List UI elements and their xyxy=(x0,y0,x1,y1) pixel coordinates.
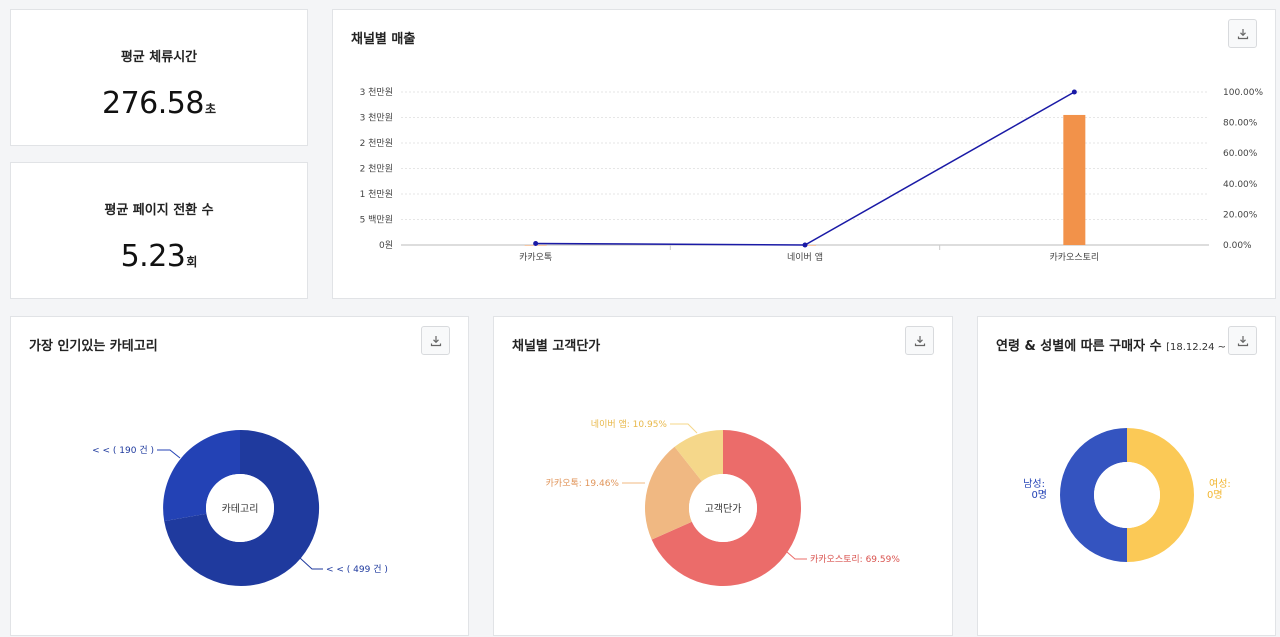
age-gender-title-text: 연령 & 성별에 따른 구매자 수 xyxy=(996,339,1162,354)
slice-label-kakaostory: 카카오스토리: 69.59% xyxy=(810,554,900,565)
channel-avg-download-button[interactable] xyxy=(905,326,934,355)
y2-tick-label: 60.00% xyxy=(1223,149,1258,159)
channel-sales-card: 채널별 매출 0원 5 백만원 1 천만원 2 천만원 2 천만원 3 천만원 3 천만원 0… xyxy=(332,9,1276,299)
channel-avg-title: 채널별 고객단가 xyxy=(512,339,601,354)
slice-label-190: < < ( 190 건 ) xyxy=(92,445,154,456)
y-tick-label: 3 천만원 xyxy=(360,113,393,124)
age-gender-download-button[interactable] xyxy=(1228,326,1257,355)
download-icon xyxy=(914,335,925,346)
y-tick-label: 1 천만원 xyxy=(360,189,393,200)
donut-hole xyxy=(1094,462,1160,528)
donut-center-label: 고객단가 xyxy=(705,503,742,515)
female-label: 여성: xyxy=(1209,478,1231,490)
avg-pages-number: 5.23 xyxy=(120,239,186,274)
avg-stay-title: 평균 체류시간 xyxy=(120,50,198,65)
y-tick-label: 2 천만원 xyxy=(360,138,393,149)
x-tick-label: 카카오톡 xyxy=(519,252,552,263)
age-gender-period: [18.12.24 ~ 19.01 xyxy=(1166,342,1258,353)
channel-sales-chart: 0원 5 백만원 1 천만원 2 천만원 2 천만원 3 천만원 3 천만원 0.00% 20.… xyxy=(360,87,1264,263)
channel-avg-card: 채널별 고객단가 고객단가 네이버 앱: 10.95% 카카오톡: 19.46%… xyxy=(493,316,953,636)
age-gender-card: 연령 & 성별에 따른 구매자 수 [18.12.24 ~ 19.01 남성: … xyxy=(977,316,1276,636)
channel-sales-download-button[interactable] xyxy=(1228,19,1257,48)
donut-slice-naver-app[interactable] xyxy=(674,430,723,482)
avg-stay-value: 276.58초 xyxy=(11,86,307,121)
age-gender-chart: 남성: 0명 여성: 0명 xyxy=(1023,428,1231,562)
popular-category-chart: 카테고리 < < ( 190 건 ) < < ( 499 건 ) xyxy=(92,429,388,586)
y2-tick-label: 100.00% xyxy=(1223,88,1263,98)
leader-line xyxy=(786,551,807,560)
slice-label-naver-app: 네이버 앱: 10.95% xyxy=(591,418,668,430)
y-tick-label: 3 천만원 xyxy=(360,87,393,98)
avg-pages-card: 평균 페이지 전환 수 5.23회 xyxy=(10,162,308,299)
popular-category-download-button[interactable] xyxy=(421,326,450,355)
y-tick-label: 2 천만원 xyxy=(360,164,393,175)
slice-label-kakaotalk: 카카오톡: 19.46% xyxy=(546,478,620,489)
download-icon xyxy=(1237,335,1248,346)
donut-center-label: 카테고리 xyxy=(222,503,259,515)
donut-hole xyxy=(689,474,757,542)
line-point-카카오톡 xyxy=(533,240,539,246)
male-label: 남성: xyxy=(1023,478,1045,490)
slice-label-499: < < ( 499 건 ) xyxy=(326,564,388,575)
donut-slice-kakaostory[interactable] xyxy=(651,430,802,586)
channel-avg-chart: 고객단가 네이버 앱: 10.95% 카카오톡: 19.46% 카카오스토리: … xyxy=(546,418,900,586)
popular-category-card: 가장 인기있는 카테고리 카테고리 < < ( 190 건 ) < < ( 49… xyxy=(10,316,469,636)
donut-slice-kakaotalk[interactable] xyxy=(644,446,702,540)
donut-hole xyxy=(206,474,274,542)
bar-카카오스토리 xyxy=(1063,114,1086,245)
donut-slice-male[interactable] xyxy=(1060,428,1127,562)
channel-sales-title: 채널별 매출 xyxy=(351,32,416,47)
line-point-네이버 앱 xyxy=(802,242,808,248)
popular-category-title: 가장 인기있는 카테고리 xyxy=(29,339,158,354)
leader-line xyxy=(670,423,698,434)
donut-slice-499[interactable] xyxy=(164,429,320,586)
donut-slice-190[interactable] xyxy=(163,430,240,522)
download-icon xyxy=(430,335,441,346)
y2-tick-label: 20.00% xyxy=(1223,210,1258,220)
avg-stay-card: 평균 체류시간 276.58초 xyxy=(10,9,308,146)
y2-tick-label: 80.00% xyxy=(1223,119,1258,129)
avg-pages-value: 5.23회 xyxy=(11,239,307,274)
y-tick-label: 0원 xyxy=(379,240,393,251)
avg-pages-unit: 회 xyxy=(186,255,198,269)
avg-stay-unit: 초 xyxy=(204,102,217,116)
line-point-카카오스토리 xyxy=(1071,89,1077,95)
leader-line xyxy=(299,557,323,570)
donut-slice-female[interactable] xyxy=(1127,428,1194,562)
y2-tick-label: 0.00% xyxy=(1223,241,1252,251)
leader-line xyxy=(157,449,181,459)
male-value: 0명 xyxy=(1031,489,1047,501)
download-icon xyxy=(1237,28,1248,39)
x-tick-label: 카카오스토리 xyxy=(1049,252,1099,263)
y-tick-label: 5 백만원 xyxy=(360,215,393,226)
avg-pages-title: 평균 페이지 전환 수 xyxy=(104,203,214,218)
female-value: 0명 xyxy=(1207,489,1223,501)
y2-tick-label: 40.00% xyxy=(1223,180,1258,190)
avg-stay-number: 276.58 xyxy=(101,86,204,121)
x-tick-label: 네이버 앱 xyxy=(787,251,823,263)
age-gender-title: 연령 & 성별에 따른 구매자 수 [18.12.24 ~ 19.01 xyxy=(996,335,1258,354)
